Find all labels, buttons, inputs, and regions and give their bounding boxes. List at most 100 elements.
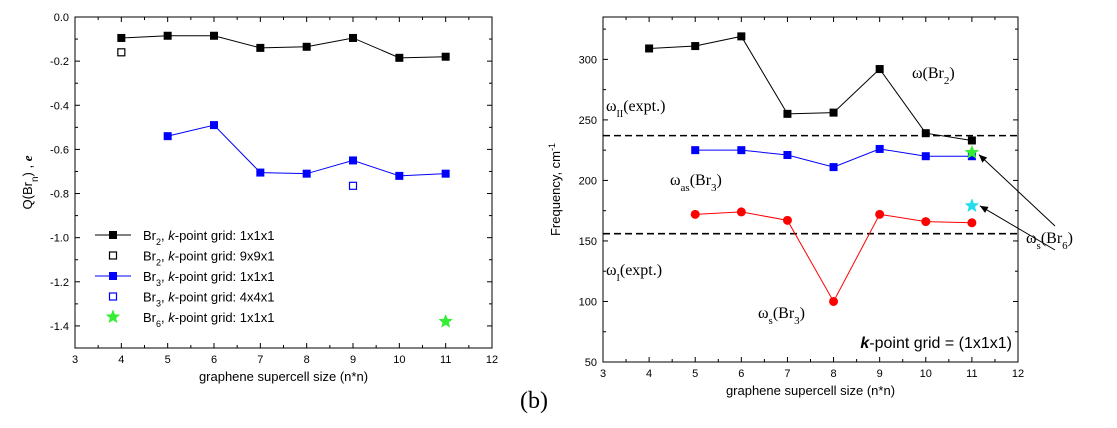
y-tick-label: -1.2 bbox=[50, 277, 69, 289]
y-tick-label: 200 bbox=[579, 175, 597, 187]
x-tick-label: 7 bbox=[784, 368, 790, 380]
series-5 bbox=[438, 313, 453, 328]
y-tick-label: 100 bbox=[579, 296, 597, 308]
legend-marker bbox=[108, 292, 118, 301]
data-point bbox=[117, 48, 126, 57]
y-tick-label: 150 bbox=[579, 236, 597, 248]
legend-entry: Br6, k-point grid: 1x1x1 bbox=[143, 310, 274, 329]
data-point bbox=[690, 209, 700, 219]
x-tick-label: 10 bbox=[920, 368, 932, 380]
annotation-omega-s-br6: ωs(Br6) bbox=[1026, 230, 1073, 252]
data-point bbox=[875, 144, 884, 153]
legend-marker bbox=[109, 231, 117, 239]
data-point bbox=[302, 169, 311, 178]
arrow-line bbox=[979, 205, 1056, 251]
plot-frame bbox=[74, 16, 493, 349]
series-line bbox=[695, 211, 972, 303]
y-tick-label: -0.6 bbox=[50, 144, 69, 156]
annotation-omega-I: ωI(expt.) bbox=[606, 262, 662, 284]
legend-entry: Br3, k-point grid: 1x1x1 bbox=[143, 269, 274, 288]
y-tick-label: -1.4 bbox=[50, 321, 69, 333]
annotation-omega-br2: ω(Br2) bbox=[912, 65, 955, 87]
arrow-head bbox=[979, 205, 989, 213]
annotation-omega-II: ωII(expt.) bbox=[606, 98, 665, 120]
x-tick-label: 9 bbox=[350, 354, 356, 366]
series-line bbox=[649, 35, 972, 141]
data-point bbox=[921, 217, 931, 227]
data-point bbox=[967, 218, 977, 228]
legend-entry: Br2, k-point grid: 1x1x1 bbox=[143, 228, 274, 247]
x-tick-label: 12 bbox=[1012, 368, 1024, 380]
x-tick-label: 3 bbox=[72, 354, 78, 366]
data-point bbox=[349, 33, 357, 42]
x-tick-label: 4 bbox=[646, 368, 652, 380]
x-tick-label: 11 bbox=[966, 368, 977, 380]
data-point bbox=[964, 144, 980, 159]
data-point bbox=[737, 146, 746, 155]
plot-frame bbox=[602, 16, 1019, 363]
data-point bbox=[163, 132, 172, 141]
x-tick-label: 7 bbox=[257, 354, 263, 366]
y-tick-label: -0.4 bbox=[50, 100, 69, 112]
data-point bbox=[395, 171, 404, 180]
data-point bbox=[875, 65, 884, 74]
x-tick-label: 12 bbox=[486, 354, 498, 366]
data-point bbox=[349, 156, 357, 165]
y-tick-label: 300 bbox=[579, 54, 597, 66]
legend-entry: Br2, k-point grid: 9x9x1 bbox=[143, 249, 274, 268]
x-tick-label: 5 bbox=[165, 354, 171, 366]
series-5 bbox=[964, 198, 980, 213]
data-point bbox=[782, 215, 792, 225]
data-point bbox=[256, 43, 265, 52]
x-tick-label: 9 bbox=[877, 368, 883, 380]
series-1 bbox=[645, 32, 976, 145]
chart-panel-2: 3 4 5 6 7 8 9 10 11 12 50 100 150 200 250 300 graphene s… bbox=[547, 16, 1073, 398]
legend-marker bbox=[108, 251, 118, 260]
data-point bbox=[737, 32, 746, 41]
data-point bbox=[438, 313, 453, 328]
data-point bbox=[783, 151, 792, 159]
x-tick-label: 6 bbox=[738, 368, 744, 380]
panel-label: (b) bbox=[520, 388, 548, 414]
x-tick-label: 8 bbox=[304, 354, 310, 366]
y-tick-label: -0.8 bbox=[50, 189, 69, 201]
data-point bbox=[441, 52, 450, 61]
series-2 bbox=[117, 48, 126, 57]
chart-panel-1: 3 4 5 6 7 8 9 10 11 12 0.0 -0.2 -0.4 -0.6 -0.8 -1.0 -1.2… bbox=[20, 12, 498, 384]
y-tick-label: 50 bbox=[585, 357, 597, 369]
data-point bbox=[163, 31, 172, 40]
data-point bbox=[829, 163, 838, 172]
data-point bbox=[921, 129, 930, 138]
series-4 bbox=[964, 144, 980, 159]
data-point bbox=[210, 31, 218, 40]
y-tick-label: -1.0 bbox=[50, 233, 69, 245]
data-point bbox=[395, 53, 404, 62]
data-point bbox=[964, 198, 980, 213]
data-point bbox=[967, 136, 976, 145]
arrow-line bbox=[978, 154, 1056, 227]
data-point bbox=[348, 181, 358, 190]
x-axis-label: graphene supercell size (n*n) bbox=[726, 383, 895, 398]
y-axis-label: Frequency, cm-1 bbox=[547, 143, 563, 236]
data-point bbox=[117, 33, 126, 42]
legend-marker bbox=[109, 272, 117, 280]
series-line bbox=[167, 124, 446, 177]
series-line bbox=[121, 35, 446, 59]
data-point bbox=[302, 42, 311, 51]
data-point bbox=[691, 146, 700, 155]
data-point bbox=[210, 121, 218, 130]
y-tick-label: -0.2 bbox=[50, 56, 69, 68]
data-point bbox=[875, 209, 885, 219]
series-1 bbox=[117, 31, 450, 62]
legend-marker bbox=[105, 309, 121, 324]
y-tick-label: 250 bbox=[579, 115, 597, 127]
legend: Br2, k-point grid: 1x1x1 Br2, k-point gri… bbox=[95, 228, 274, 329]
x-tick-label: 4 bbox=[118, 354, 124, 366]
data-point bbox=[691, 42, 700, 51]
data-point bbox=[783, 109, 792, 118]
series-3 bbox=[163, 121, 450, 180]
y-tick-label: 0.0 bbox=[54, 12, 69, 24]
annotation-omega-s-br3: ωs(Br3) bbox=[758, 305, 805, 327]
legend-entry: Br3, k-point grid: 4x4x1 bbox=[143, 290, 274, 309]
